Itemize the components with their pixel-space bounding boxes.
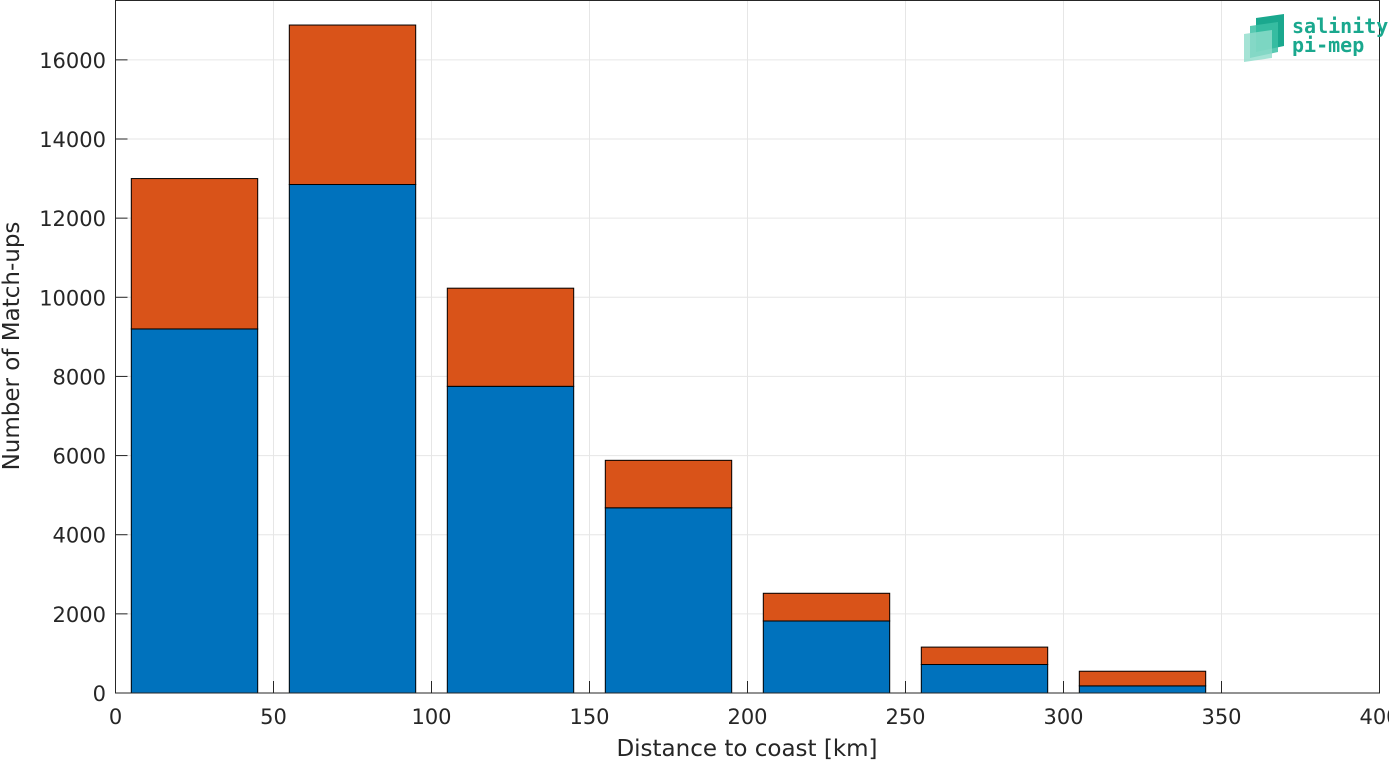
bar-series1-bin6: [920, 664, 1049, 694]
bars: [130, 24, 1207, 694]
bar-series1-bin2: [288, 184, 417, 694]
x-tick-label: 0: [109, 705, 122, 729]
y-tick-labels: 0 2000 4000 6000 8000 10000 12000 14000 16000: [39, 49, 106, 706]
y-tick-label: 14000: [39, 128, 106, 152]
y-tick-label: 8000: [53, 365, 106, 389]
bar-series2-bin3: [446, 287, 575, 387]
x-axis-label: Distance to coast [km]: [616, 736, 877, 761]
bar-series1-bin1: [130, 328, 259, 694]
salinity-pi-mep-logo: salinity pi-mep: [1244, 14, 1388, 62]
x-tick-label: 150: [569, 705, 609, 729]
bar-series2-bin1: [130, 178, 259, 330]
bar-series1-bin4: [604, 507, 733, 694]
x-tick-label: 250: [885, 705, 925, 729]
bar-series2-bin2: [288, 24, 417, 186]
x-tick-label: 400: [1359, 705, 1389, 729]
y-tick-label: 0: [93, 682, 106, 706]
y-tick-label: 10000: [39, 286, 106, 310]
y-tick-label: 2000: [53, 603, 106, 627]
bar-series1-bin7: [1078, 685, 1207, 694]
x-tick-label: 300: [1043, 705, 1083, 729]
x-tick-label: 200: [727, 705, 767, 729]
x-tick-label: 350: [1201, 705, 1241, 729]
y-axis-label: Number of Match-ups: [0, 222, 25, 471]
y-tick-label: 12000: [39, 207, 106, 231]
x-tick-label: 50: [260, 705, 287, 729]
bar-series1-bin5: [762, 620, 891, 694]
bar-series2-bin5: [762, 592, 891, 622]
logo-text-pi-mep: pi-mep: [1292, 33, 1364, 57]
y-tick-label: 4000: [53, 524, 106, 548]
y-tick-label: 16000: [39, 49, 106, 73]
bar-series2-bin4: [604, 459, 733, 509]
logo-text-salinity: salinity: [1292, 14, 1388, 38]
y-tick-label: 6000: [53, 445, 106, 469]
x-tick-labels: 0 50 100 150 200 250 300 350 400: [109, 705, 1389, 729]
bar-series2-bin6: [920, 646, 1049, 666]
x-tick-label: 100: [411, 705, 451, 729]
ticks: [115, 59, 1380, 694]
bar-series1-bin3: [446, 385, 575, 694]
bar-series2-bin7: [1078, 670, 1207, 687]
waves-icon: [1244, 14, 1284, 62]
